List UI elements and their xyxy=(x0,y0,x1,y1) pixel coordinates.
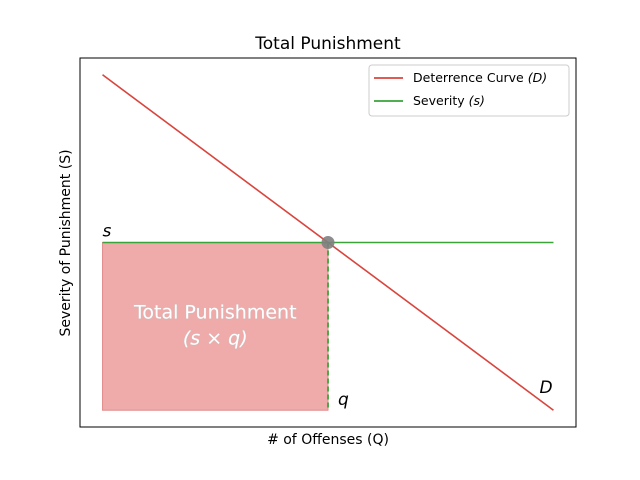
legend-box xyxy=(368,64,570,117)
annotation-s: s xyxy=(103,222,112,242)
total-punishment-formula: (s × q) xyxy=(183,327,248,349)
legend-entry-deterrence: Deterrence Curve (D) xyxy=(413,70,547,85)
legend: Deterrence Curve (D) Severity (s) xyxy=(368,64,570,117)
total-punishment-label: Total Punishment xyxy=(133,301,297,323)
total-punishment-area xyxy=(102,242,329,411)
annotation-q: q xyxy=(338,390,349,410)
legend-entry-severity: Severity (s) xyxy=(413,93,485,108)
annotation-d: D xyxy=(539,378,552,398)
y-axis-label: Severity of Punishment (S) xyxy=(58,149,74,336)
chart-title: Total Punishment xyxy=(254,34,401,54)
equilibrium-point xyxy=(321,236,335,249)
x-axis-label: # of Offenses (Q) xyxy=(267,432,389,448)
plot-area: s q D Total Punishment (s × q) xyxy=(102,74,554,411)
axes-frame xyxy=(79,57,577,428)
